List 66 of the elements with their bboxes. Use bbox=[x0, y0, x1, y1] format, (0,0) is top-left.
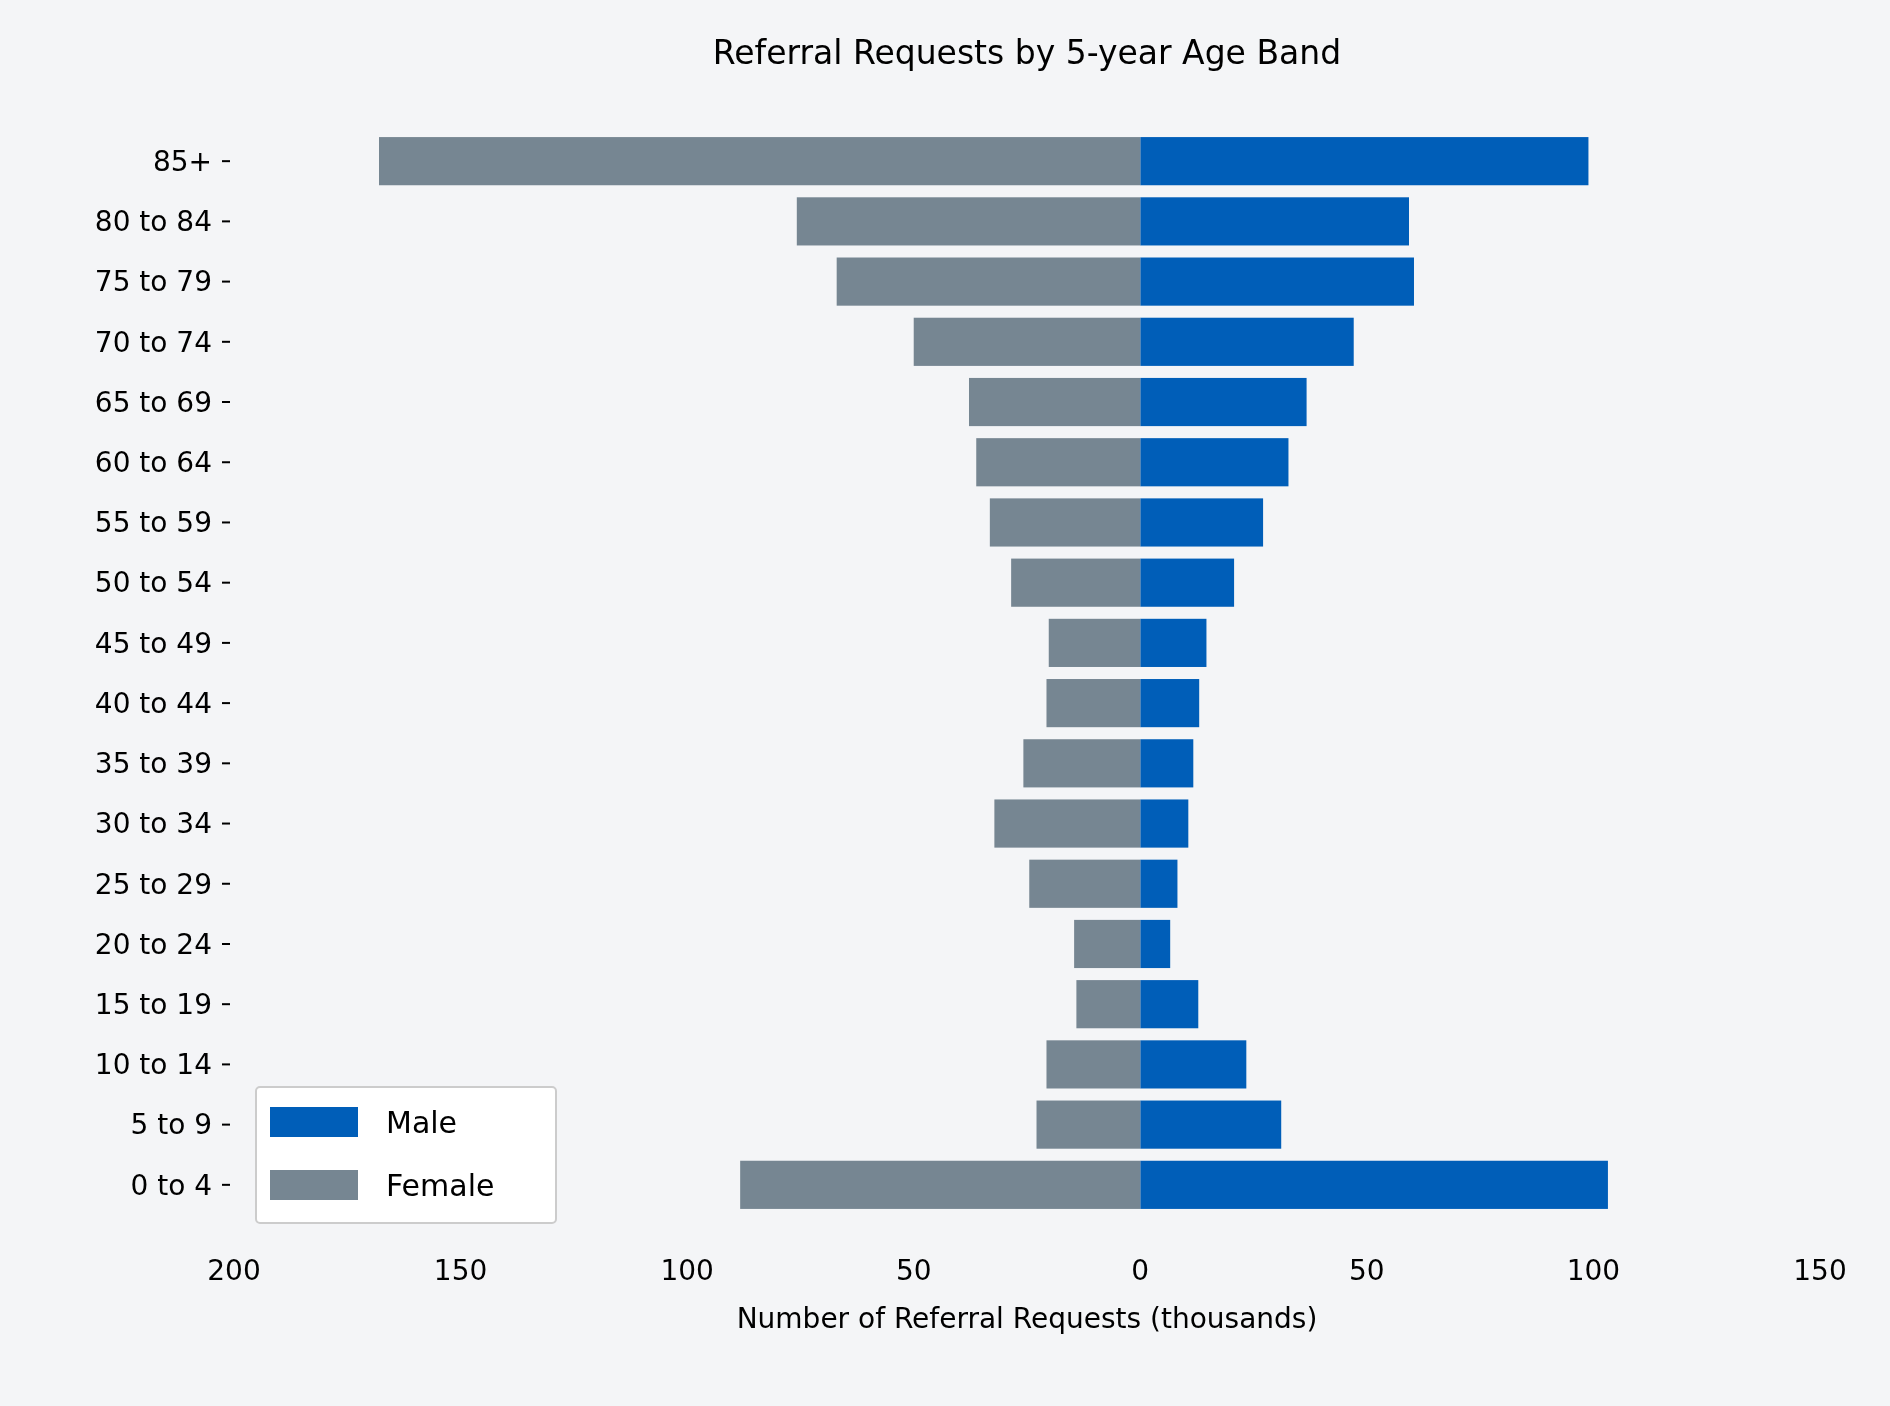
bar bbox=[1140, 558, 1235, 607]
y-tick-label: 75 to 79 bbox=[94, 265, 212, 299]
bar bbox=[1048, 618, 1141, 667]
bar bbox=[1046, 1040, 1141, 1089]
bar bbox=[1140, 1100, 1282, 1149]
y-tick-label: 45 to 49 bbox=[94, 626, 212, 660]
bar bbox=[796, 197, 1141, 246]
x-tick-label: 200 bbox=[207, 1254, 261, 1287]
y-tick-label: 65 to 69 bbox=[94, 385, 212, 419]
y-tick-label: 40 to 44 bbox=[94, 686, 212, 720]
y-tick-label: 30 to 34 bbox=[94, 807, 212, 841]
y-tick-label: 10 to 14 bbox=[94, 1048, 212, 1082]
y-tick-label: 15 to 19 bbox=[94, 987, 212, 1021]
bar bbox=[1140, 859, 1178, 908]
y-tick-label: 25 to 29 bbox=[94, 867, 212, 901]
x-tick-label: 150 bbox=[433, 1254, 488, 1287]
bar bbox=[1140, 799, 1189, 848]
y-tick-label: 80 to 84 bbox=[94, 205, 212, 239]
bar bbox=[1074, 919, 1141, 969]
x-tick-label: 100 bbox=[660, 1254, 714, 1287]
x-tick-label: 50 bbox=[1349, 1254, 1385, 1287]
bar bbox=[1140, 257, 1414, 306]
y-tick-label: 85+ bbox=[152, 144, 212, 178]
x-tick-label: 100 bbox=[1566, 1254, 1621, 1287]
bar bbox=[1140, 438, 1289, 487]
bar bbox=[1140, 1040, 1247, 1089]
x-tick-label: 50 bbox=[895, 1254, 932, 1287]
bar bbox=[1140, 679, 1200, 728]
bar bbox=[1029, 859, 1141, 908]
bar bbox=[976, 438, 1141, 487]
bar bbox=[1076, 980, 1141, 1029]
bar bbox=[1140, 919, 1171, 969]
bar bbox=[1140, 197, 1409, 246]
bar bbox=[1140, 1160, 1608, 1209]
bar bbox=[1140, 498, 1264, 547]
bar bbox=[994, 799, 1141, 848]
x-axis-title: Number of Referral Requests (thousands) bbox=[736, 1302, 1318, 1335]
y-tick-label: 50 to 54 bbox=[94, 566, 212, 600]
y-tick-label: 5 to 9 bbox=[130, 1108, 212, 1142]
y-tick-label: 70 to 74 bbox=[94, 325, 212, 359]
bar bbox=[1140, 317, 1354, 366]
bar bbox=[1011, 558, 1141, 607]
y-tick-label: 20 to 24 bbox=[94, 927, 212, 961]
y-tick-label: 35 to 39 bbox=[94, 747, 212, 781]
bar bbox=[1140, 377, 1307, 427]
bar bbox=[836, 257, 1141, 306]
x-tick-label: 0 bbox=[1131, 1254, 1150, 1287]
bar bbox=[1140, 137, 1589, 186]
bar bbox=[1036, 1100, 1141, 1149]
x-tick-label: 150 bbox=[1793, 1254, 1847, 1287]
bar bbox=[1023, 739, 1141, 788]
bar bbox=[1140, 618, 1207, 667]
y-tick-label: 0 to 4 bbox=[130, 1168, 212, 1202]
legend-label: Female bbox=[386, 1167, 495, 1203]
bar bbox=[989, 498, 1141, 547]
y-tick-label: 60 to 64 bbox=[94, 446, 212, 480]
chart-title: Referral Requests by 5-year Age Band bbox=[712, 33, 1342, 72]
bar bbox=[1140, 739, 1194, 788]
bar bbox=[1046, 679, 1141, 728]
bar bbox=[379, 137, 1141, 186]
bar bbox=[1140, 980, 1199, 1029]
y-tick-label: 55 to 59 bbox=[94, 506, 212, 540]
bar bbox=[740, 1160, 1141, 1209]
bar bbox=[913, 317, 1141, 366]
bar bbox=[969, 377, 1141, 427]
legend-label: Male bbox=[386, 1104, 458, 1140]
